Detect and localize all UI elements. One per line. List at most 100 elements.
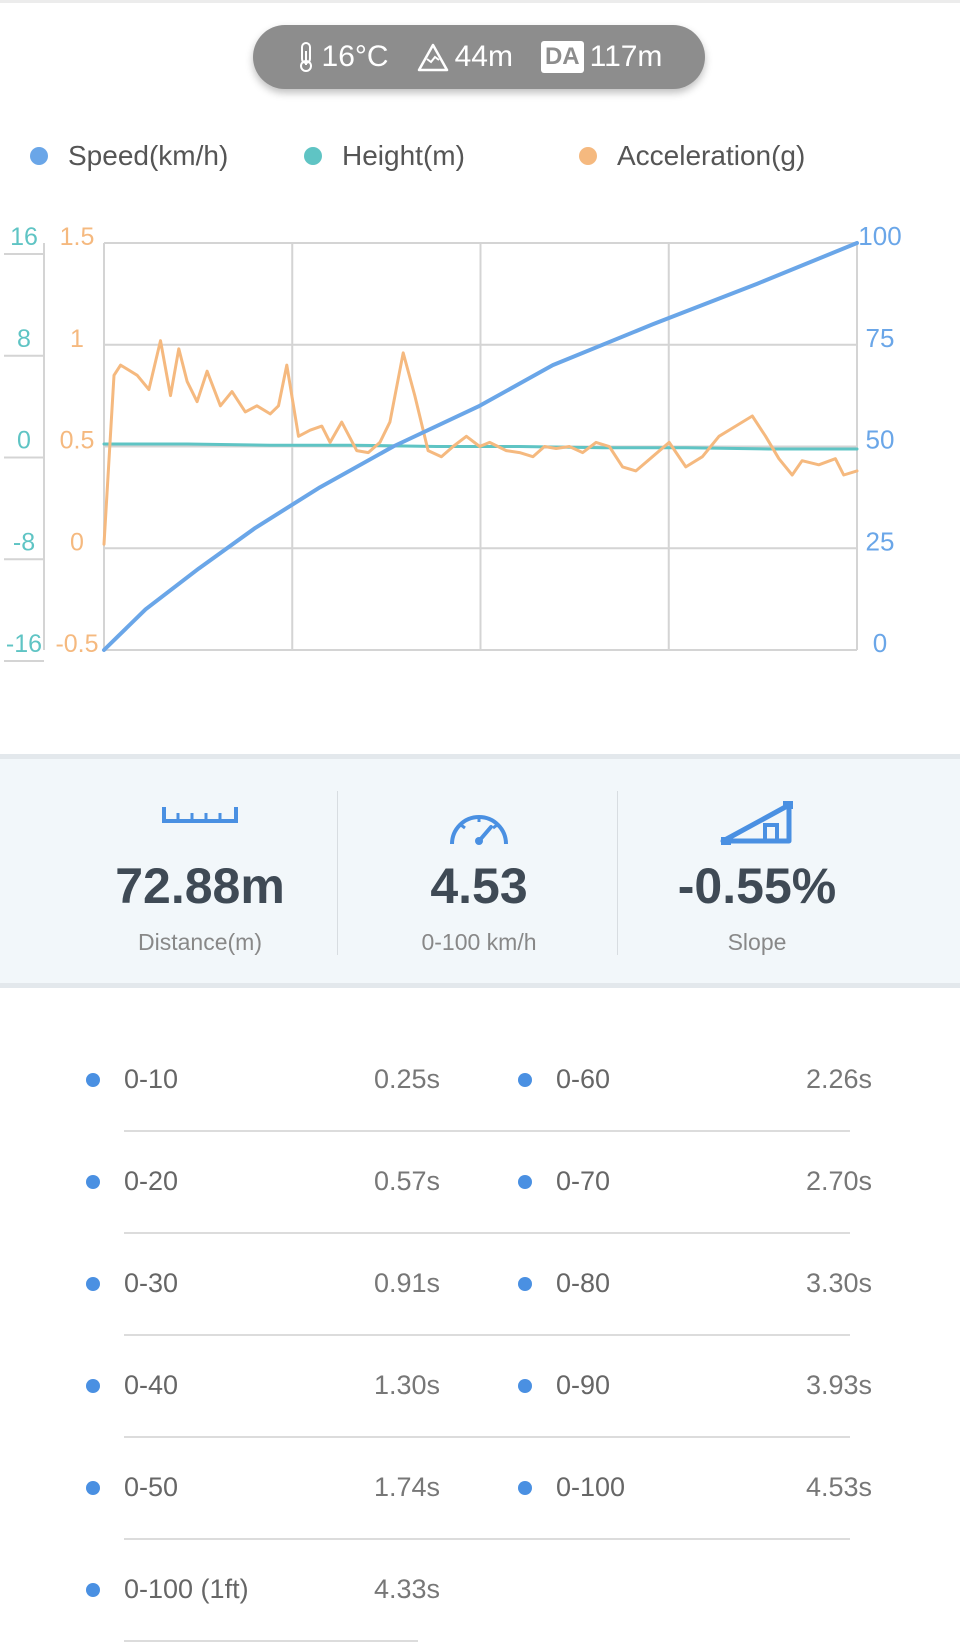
list-item: 0-90 3.93s [0,1336,960,1438]
list-item: 0-80 3.30s [0,1234,960,1336]
split-value: 4.33s [373,1574,440,1604]
da-badge: DA [540,41,584,73]
legend-label: Height(m) [342,140,465,171]
acceleration-dot-icon [579,147,597,165]
altitude-value: 44m [454,40,513,73]
bullet-icon [86,1379,100,1393]
acceleration-tick-label: 0 [70,528,84,556]
split-label: 0-50 [124,1472,179,1502]
time-value: 4.53 [430,858,528,914]
stat-divider [617,791,618,955]
row-divider [124,1436,850,1438]
row-divider [124,1538,850,1540]
stats-panel: 72.88m Distance(m) 4.53 0-100 km/h [0,754,960,988]
list-item: 0-100 (1ft) 4.33s [0,1540,480,1642]
row-divider [124,1232,850,1234]
legend-label: Acceleration(g) [617,140,806,171]
bullet-icon [86,1175,100,1189]
bullet-icon [518,1073,532,1087]
height-tick-label: 16 [10,223,38,251]
split-label: 0-90 [556,1370,611,1400]
split-label: 0-100 (1ft) [124,1574,249,1604]
mountain-icon [417,43,448,72]
list-item: 0-70 2.70s [0,1132,960,1234]
distance-stat: 72.88m Distance(m) [50,759,350,983]
split-label: 0-100 [556,1472,626,1502]
list-item: 0-60 2.26s [0,1030,960,1132]
list-item: 0-10 0.25s [0,1030,480,1132]
split-label: 0-20 [124,1166,179,1196]
legend-item-speed: Speed(km/h) [30,140,228,172]
performance-chart: 16 8 0 -8 -16 1.5 1 0.5 0 -0.5 100 75 50 25 0 [4,221,902,662]
slope-icon [720,801,793,845]
bullet-icon [86,1583,100,1597]
slope-value: -0.55% [677,858,837,914]
acceleration-tick-label: 1 [70,325,84,353]
split-value: 0.25s [373,1064,440,1094]
chart-legend: Speed(km/h) Height(m) Acceleration(g) [0,140,960,180]
height-tick-label: 8 [17,325,31,353]
acceleration-tick-label: -0.5 [55,630,98,658]
acceleration-tick-label: 0.5 [60,427,95,455]
height-tick-label: -16 [6,630,42,658]
speed-tick-label: 0 [873,628,887,658]
speed-tick-label: 75 [866,323,895,353]
time-stat: 4.53 0-100 km/h [329,759,629,983]
row-divider [124,1640,418,1642]
list-item: 0-100 4.53s [0,1438,960,1540]
split-label: 0-30 [124,1268,179,1298]
distance-value: 72.88m [115,858,285,914]
altitude-info: 44m [417,40,513,74]
speed-dot-icon [30,147,48,165]
split-value: 2.26s [805,1064,872,1094]
split-value: 0.57s [373,1166,440,1196]
temperature-info: 16°C [296,40,389,74]
slope-stat: -0.55% Slope [607,759,907,983]
row-divider [124,1334,850,1336]
acceleration-series-line [102,339,859,546]
bullet-icon [518,1277,532,1291]
split-label: 0-80 [556,1268,611,1298]
slope-label: Slope [727,929,787,955]
height-tick-label: 0 [17,427,31,455]
split-value: 1.30s [373,1370,440,1400]
temperature-value: 16°C [321,40,389,73]
list-item: 0-30 0.91s [0,1234,480,1336]
speed-tick-label: 100 [858,221,901,251]
speed-tick-label: 25 [866,526,895,556]
split-label: 0-70 [556,1166,611,1196]
split-value: 3.93s [805,1370,872,1400]
split-value: 3.30s [805,1268,872,1298]
bullet-icon [86,1073,100,1087]
list-item: 0-40 1.30s [0,1336,480,1438]
split-label: 0-60 [556,1064,611,1094]
split-value: 0.91s [373,1268,440,1298]
stat-divider [337,791,338,955]
density-altitude-value: 117m [589,40,663,73]
speedometer-icon [450,815,508,845]
bullet-icon [86,1481,100,1495]
conditions-pill: 16°C 44m DA 117m [253,25,705,89]
legend-item-acceleration: Acceleration(g) [579,140,805,172]
split-value: 2.70s [805,1166,872,1196]
distance-label: Distance(m) [138,929,262,955]
legend-item-height: Height(m) [304,140,465,172]
row-divider [124,1130,850,1132]
height-tick-label: -8 [13,528,35,556]
legend-label: Speed(km/h) [68,140,229,171]
bullet-icon [518,1379,532,1393]
bullet-icon [518,1175,532,1189]
density-altitude-info: DA 117m [540,40,663,74]
bullet-icon [86,1277,100,1291]
list-item: 0-50 1.74s [0,1438,480,1540]
ruler-icon [162,807,238,823]
top-divider [0,0,960,3]
bullet-icon [518,1481,532,1495]
speed-series-line [102,241,859,652]
time-label: 0-100 km/h [421,929,537,955]
speed-tick-label: 50 [866,425,895,455]
acceleration-tick-label: 1.5 [60,223,95,251]
split-value: 4.53s [805,1472,872,1502]
split-label: 0-40 [124,1370,179,1400]
height-dot-icon [304,147,322,165]
